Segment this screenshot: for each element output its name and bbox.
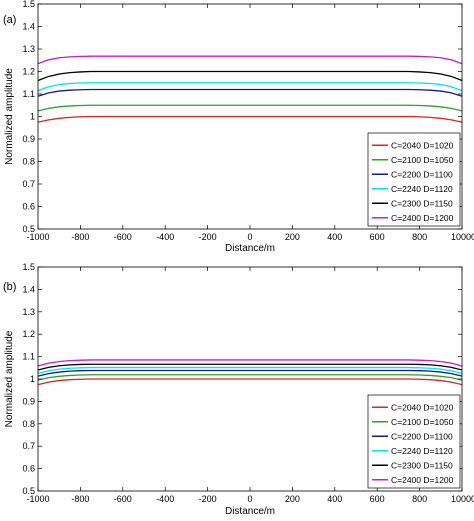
legend-label: C=2300 D=1150	[391, 460, 453, 470]
legend-box	[367, 132, 461, 227]
legend-label: C=2400 D=1200	[391, 213, 454, 223]
y-tick-label: 0.8	[22, 157, 35, 167]
series-line-5	[37, 70, 463, 82]
x-tick-label: -800	[71, 494, 89, 504]
y-tick-label: 0.5	[22, 224, 35, 234]
x-tick-label: -1000	[26, 232, 49, 242]
y-axis-label: Normalized amplitude	[4, 330, 15, 427]
legend-label: C=2240 D=1120	[391, 184, 453, 194]
panel-label: (a)	[3, 14, 16, 26]
series-line-1	[37, 115, 463, 123]
x-tick-label: -400	[156, 494, 174, 504]
x-tick-label: 600	[370, 494, 385, 504]
y-tick-label: 0.6	[22, 464, 35, 474]
y-tick-label: 1	[30, 112, 35, 122]
chart-panel-2: -1000 -800 -600 -400 -200 0 200 400 600 800 10000 0…	[3, 262, 474, 517]
y-tick-label: 1.5	[22, 0, 35, 9]
legend-label: C=2400 D=1200	[391, 475, 454, 485]
y-tick-label: 0.6	[22, 202, 35, 212]
legend: C=2040 D=1020 C=2100 D=1050 C=2200 D=1100 C…	[367, 394, 461, 489]
y-tick-label: 0.5	[22, 486, 35, 496]
legend-label: C=2200 D=1100	[391, 169, 453, 179]
x-tick-label: 10000	[451, 494, 474, 504]
legend-label: C=2040 D=1020	[391, 402, 454, 412]
legend-label: C=2300 D=1150	[391, 198, 453, 208]
y-tick-label: 0.9	[22, 396, 35, 406]
series-line-4	[37, 366, 463, 375]
legend-label: C=2200 D=1100	[391, 431, 453, 441]
legend-box	[367, 394, 461, 489]
x-tick-label: -1000	[26, 494, 49, 504]
y-tick-label: 0.8	[22, 419, 35, 429]
x-tick-label: 800	[412, 232, 427, 242]
x-tick-label: 400	[327, 232, 342, 242]
legend: C=2040 D=1020 C=2100 D=1050 C=2200 D=1100 C…	[367, 132, 461, 227]
x-tick-label: -600	[114, 232, 132, 242]
y-tick-label: 1.1	[22, 89, 35, 99]
x-tick-label: 10000	[451, 232, 474, 242]
x-tick-label: 0	[247, 232, 252, 242]
x-tick-label: 800	[412, 494, 427, 504]
series-line-4	[37, 82, 463, 92]
series-line-2	[37, 374, 463, 381]
y-tick-label: 1.3	[22, 44, 35, 54]
legend-label: C=2240 D=1120	[391, 446, 453, 456]
y-tick-label: 1.2	[22, 67, 35, 77]
y-tick-label: 1.4	[22, 22, 35, 32]
series-line-6	[37, 359, 463, 367]
panel-label: (b)	[3, 281, 16, 293]
x-axis-label: Distance/m	[225, 506, 275, 517]
y-axis-label: Normalized amplitude	[4, 68, 15, 165]
y-tick-label: 1.5	[22, 262, 35, 272]
y-tick-label: 1	[30, 374, 35, 384]
x-tick-label: 600	[370, 232, 385, 242]
y-tick-label: 1.3	[22, 307, 35, 317]
x-axis-label: Distance/m	[225, 243, 275, 254]
y-tick-label: 1.1	[22, 352, 35, 362]
x-tick-label: -200	[199, 232, 217, 242]
y-tick-label: 0.7	[22, 441, 35, 451]
x-tick-label: 400	[327, 494, 342, 504]
x-tick-label: 200	[285, 494, 300, 504]
series-line-6	[37, 55, 463, 65]
series-line-3	[37, 88, 463, 97]
series-line-3	[37, 369, 463, 377]
series-line-1	[37, 378, 463, 386]
chart-panel-1: -1000 -800 -600 -400 -200 0 200 400 600 800 10000 0…	[3, 0, 474, 254]
x-tick-label: -800	[71, 232, 89, 242]
y-tick-label: 0.9	[22, 134, 35, 144]
x-tick-label: -600	[114, 494, 132, 504]
legend-label: C=2100 D=1050	[391, 417, 454, 427]
y-tick-label: 1.4	[22, 284, 35, 294]
series-line-5	[37, 363, 463, 371]
y-tick-label: 1.2	[22, 329, 35, 339]
x-tick-label: -200	[199, 494, 217, 504]
x-tick-label: 200	[285, 232, 300, 242]
legend-label: C=2040 D=1020	[391, 140, 454, 150]
y-tick-label: 0.7	[22, 179, 35, 189]
legend-label: C=2100 D=1050	[391, 155, 454, 165]
x-tick-label: 0	[247, 494, 252, 504]
x-tick-label: -400	[156, 232, 174, 242]
series-line-2	[37, 104, 463, 112]
